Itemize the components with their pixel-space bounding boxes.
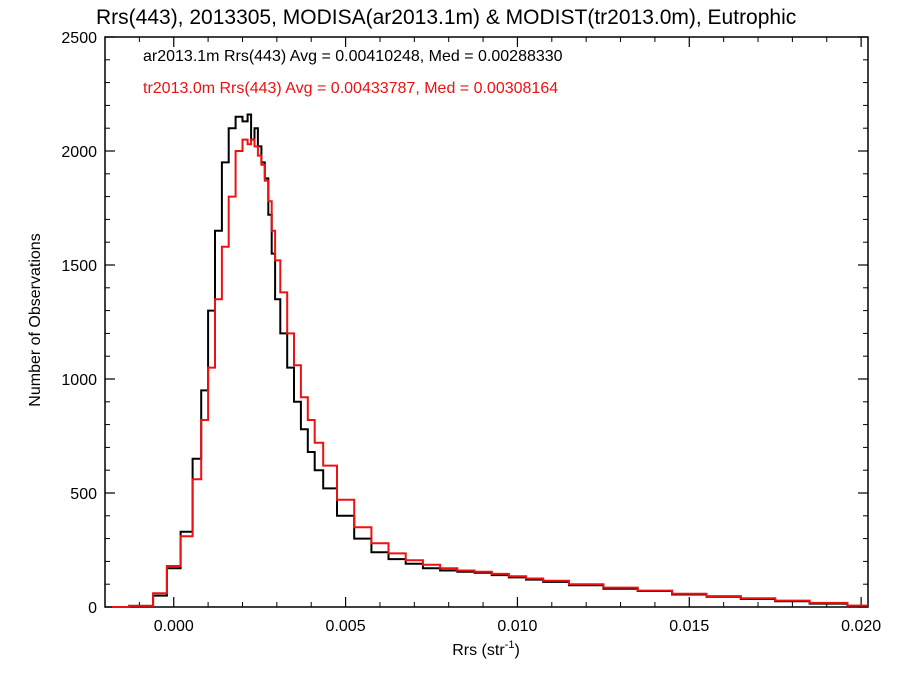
- x-axis-label-superscript: -1: [505, 639, 515, 651]
- x-axis-label-close: ): [514, 642, 519, 659]
- legend-entry-tr2013: tr2013.0m Rrs(443) Avg = 0.00433787, Med…: [143, 80, 558, 97]
- x-tick-label: 0.020: [841, 618, 881, 635]
- plot-frame: [104, 36, 869, 608]
- series-line-ar2013: [111, 113, 868, 608]
- plot-area: 0.000 0.005 0.010 0.015 0.020 0 500 1000 1500 20…: [61, 30, 881, 635]
- x-tick-label: 0.015: [669, 618, 709, 635]
- x-axis-label: Rrs (str-1): [452, 639, 520, 659]
- y-axis: 0 500 1000 1500 2000 2500: [61, 30, 868, 617]
- series-group: [111, 113, 868, 608]
- y-tick-label: 2500: [61, 30, 97, 47]
- y-tick-label: 0: [88, 600, 97, 617]
- x-tick-label: 0.010: [497, 618, 537, 635]
- chart-title: Rrs(443), 2013305, MODISA(ar2013.1m) & M…: [96, 6, 796, 29]
- legend: ar2013.1m Rrs(443) Avg = 0.00410248, Med…: [143, 48, 563, 97]
- y-tick-label: 500: [70, 486, 97, 503]
- x-tick-label: 0.005: [326, 618, 366, 635]
- legend-entry-ar2013: ar2013.1m Rrs(443) Avg = 0.00410248, Med…: [143, 48, 563, 65]
- x-axis-label-main: Rrs (str: [452, 642, 505, 659]
- y-tick-label: 1000: [61, 372, 97, 389]
- x-axis: 0.000 0.005 0.010 0.015 0.020: [104, 37, 881, 635]
- y-axis-label: Number of Observations: [27, 233, 44, 406]
- y-tick-label: 1500: [61, 258, 97, 275]
- y-tick-label: 2000: [61, 144, 97, 161]
- x-tick-label: 0.000: [154, 618, 194, 635]
- series-line-tr2013: [111, 138, 868, 608]
